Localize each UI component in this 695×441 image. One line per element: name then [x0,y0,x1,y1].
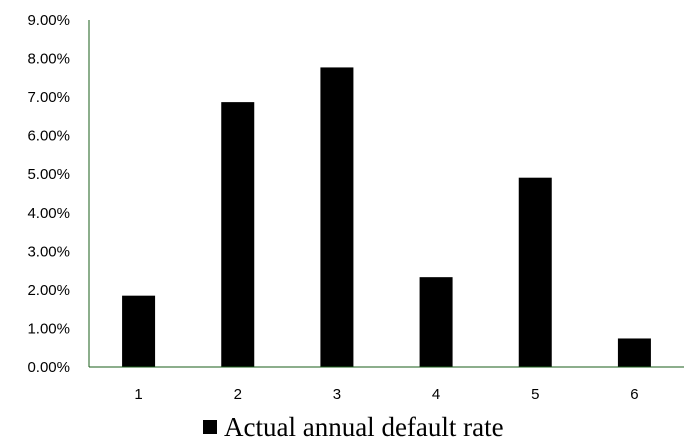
y-axis-ticks: 0.00% 1.00% 2.00% 3.00% 4.00% 5.00% 6.00% 7.00%… [27,12,70,376]
legend: Actual annual default rate [203,412,504,441]
y-tick-label: 5.00% [27,166,70,183]
x-axis-ticks: 1 2 3 4 5 6 [134,386,638,403]
y-tick-label: 6.00% [27,128,70,145]
y-tick-label: 1.00% [27,320,70,337]
y-tick-label: 9.00% [27,12,70,29]
y-tick-label: 0.00% [27,359,70,376]
y-tick-label: 8.00% [27,51,70,68]
bar-2 [221,102,255,367]
y-tick-label: 4.00% [27,205,70,222]
x-tick-label: 4 [432,386,440,403]
x-tick-label: 1 [134,386,142,403]
y-tick-label: 7.00% [27,89,70,106]
bar-5 [518,177,552,367]
x-tick-label: 5 [531,386,539,403]
legend-label: Actual annual default rate [224,412,504,441]
bars [122,67,651,367]
bar-1 [122,295,156,367]
y-tick-label: 2.00% [27,282,70,299]
bar-4 [419,277,453,367]
bar-6 [617,338,651,367]
x-tick-label: 2 [234,386,242,403]
legend-swatch [203,420,217,434]
x-tick-label: 3 [333,386,341,403]
x-tick-label: 6 [630,386,638,403]
y-tick-label: 3.00% [27,243,70,260]
bar-3 [320,67,354,367]
